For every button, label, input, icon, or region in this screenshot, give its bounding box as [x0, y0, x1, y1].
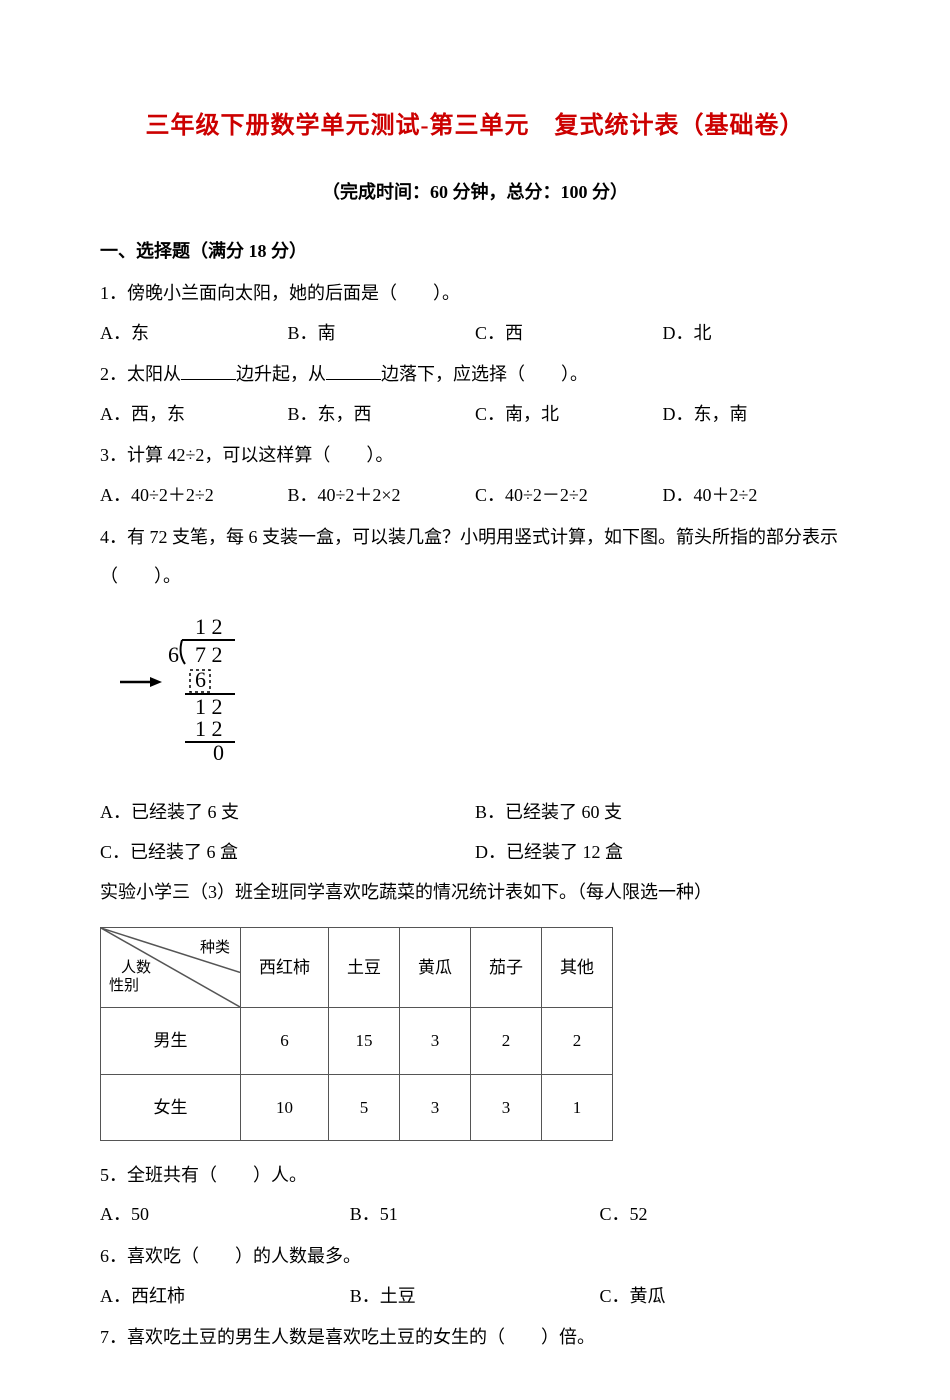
q5-option-b: B．51	[350, 1195, 600, 1235]
question-6: 6．喜欢吃（ ）的人数最多。 A．西红柿 B．土豆 C．黄瓜	[100, 1237, 850, 1316]
diag-top-label: 种类	[200, 932, 230, 965]
q2-option-c: C．南，北	[475, 395, 663, 435]
col-header-0: 西红柿	[241, 928, 329, 1008]
q1-option-c: C．西	[475, 314, 663, 354]
q6-option-a: A．西红柿	[100, 1277, 350, 1317]
col-header-3: 茄子	[471, 928, 542, 1008]
q4-text: 4．有 72 支笔，每 6 支装一盒，可以装几盒？小明用竖式计算，如下图。箭头所…	[100, 518, 850, 597]
table-row: 男生 6 15 3 2 2	[101, 1008, 613, 1074]
q2-option-b: B．东，西	[288, 395, 476, 435]
q6-option-c: C．黄瓜	[600, 1277, 850, 1317]
q4-option-c: C．已经装了 6 盒	[100, 833, 475, 873]
cell-0-3: 2	[471, 1008, 542, 1074]
q2-text: 2．太阳从 边升起，从 边落下，应选择（ ）。	[100, 355, 850, 395]
question-1: 1．傍晚小兰面向太阳，她的后面是（ ）。 A．东 B．南 C．西 D．北	[100, 274, 850, 353]
q2-blank-1	[181, 362, 236, 380]
q6-text: 6．喜欢吃（ ）的人数最多。	[100, 1237, 850, 1277]
row-0-label: 男生	[101, 1008, 241, 1074]
section-1-header: 一、选择题（满分 18 分）	[100, 232, 850, 272]
col-header-2: 黄瓜	[400, 928, 471, 1008]
q1-option-b: B．南	[288, 314, 476, 354]
q1-text: 1．傍晚小兰面向太阳，她的后面是（ ）。	[100, 274, 850, 314]
diag-bot-label: 性别	[109, 970, 139, 1003]
q4-options: A．已经装了 6 支 B．已经装了 60 支 C．已经装了 6 盒 D．已经装了…	[100, 793, 850, 872]
div-remainder: 0	[213, 740, 224, 764]
q3-options: A．40÷2＋2÷2 B．40÷2＋2×2 C．40÷2－2÷2 D．40＋2÷…	[100, 476, 850, 516]
q1-option-d: D．北	[663, 314, 851, 354]
col-header-4: 其他	[542, 928, 613, 1008]
page-title: 三年级下册数学单元测试-第三单元 复式统计表（基础卷）	[100, 100, 850, 153]
q2-mid: 边升起，从	[236, 364, 326, 384]
question-3: 3．计算 42÷2，可以这样算（ ）。 A．40÷2＋2÷2 B．40÷2＋2×…	[100, 436, 850, 515]
q2-option-a: A．西，东	[100, 395, 288, 435]
q3-option-d: D．40＋2÷2	[663, 476, 851, 516]
long-division-figure: 1 2 6 7 2 6 1 2 1 2 0	[120, 614, 280, 764]
q7-text: 7．喜欢吃土豆的男生人数是喜欢吃土豆的女生的（ ）倍。	[100, 1318, 850, 1358]
div-dividend: 7 2	[195, 642, 223, 667]
cell-1-2: 3	[400, 1074, 471, 1140]
table-header-row: 种类 人数 性别 西红柿 土豆 黄瓜 茄子 其他	[101, 928, 613, 1008]
q2-options: A．西，东 B．东，西 C．南，北 D．东，南	[100, 395, 850, 435]
q3-option-a: A．40÷2＋2÷2	[100, 476, 288, 516]
table-diag-header: 种类 人数 性别	[101, 928, 241, 1008]
q5-option-a: A．50	[100, 1195, 350, 1235]
q6-option-b: B．土豆	[350, 1277, 600, 1317]
cell-1-3: 3	[471, 1074, 542, 1140]
q2-post: 边落下，应选择（ ）。	[381, 364, 588, 384]
question-4: 4．有 72 支笔，每 6 支装一盒，可以装几盒？小明用竖式计算，如下图。箭头所…	[100, 518, 850, 597]
q4-option-d: D．已经装了 12 盒	[475, 833, 850, 873]
col-header-1: 土豆	[329, 928, 400, 1008]
q4-option-b: B．已经装了 60 支	[475, 793, 850, 833]
cell-1-0: 10	[241, 1074, 329, 1140]
q3-option-b: B．40÷2＋2×2	[288, 476, 476, 516]
cell-1-1: 5	[329, 1074, 400, 1140]
div-bracket-curve	[181, 640, 185, 664]
q3-option-c: C．40÷2－2÷2	[475, 476, 663, 516]
cell-0-2: 3	[400, 1008, 471, 1074]
cell-0-1: 15	[329, 1008, 400, 1074]
table-row: 女生 10 5 3 3 1	[101, 1074, 613, 1140]
cell-0-4: 2	[542, 1008, 613, 1074]
q5-text: 5．全班共有（ ）人。	[100, 1156, 850, 1196]
vegetable-table: 种类 人数 性别 西红柿 土豆 黄瓜 茄子 其他 男生 6 15 3 2 2 女…	[100, 927, 613, 1141]
div-divisor: 6	[168, 642, 179, 667]
arrow-head	[150, 677, 162, 687]
q5-options: A．50 B．51 C．52	[100, 1195, 850, 1235]
cell-1-4: 1	[542, 1074, 613, 1140]
cell-0-0: 6	[241, 1008, 329, 1074]
q5-option-c: C．52	[600, 1195, 850, 1235]
question-5: 5．全班共有（ ）人。 A．50 B．51 C．52	[100, 1156, 850, 1235]
q3-text: 3．计算 42÷2，可以这样算（ ）。	[100, 436, 850, 476]
q2-pre: 2．太阳从	[100, 364, 181, 384]
row-1-label: 女生	[101, 1074, 241, 1140]
q1-options: A．东 B．南 C．西 D．北	[100, 314, 850, 354]
div-quotient: 1 2	[195, 614, 223, 639]
q2-blank-2	[326, 362, 381, 380]
page-subtitle: （完成时间：60 分钟，总分：100 分）	[100, 173, 850, 213]
div-step3: 1 2	[195, 716, 223, 741]
q6-options: A．西红柿 B．土豆 C．黄瓜	[100, 1277, 850, 1317]
div-step1: 6	[195, 667, 206, 692]
q4-option-a: A．已经装了 6 支	[100, 793, 475, 833]
q2-option-d: D．东，南	[663, 395, 851, 435]
q1-option-a: A．东	[100, 314, 288, 354]
question-2: 2．太阳从 边升起，从 边落下，应选择（ ）。 A．西，东 B．东，西 C．南，北 …	[100, 355, 850, 434]
table-intro: 实验小学三（3）班全班同学喜欢吃蔬菜的情况统计表如下。（每人限选一种）	[100, 873, 850, 913]
question-7: 7．喜欢吃土豆的男生人数是喜欢吃土豆的女生的（ ）倍。	[100, 1318, 850, 1358]
